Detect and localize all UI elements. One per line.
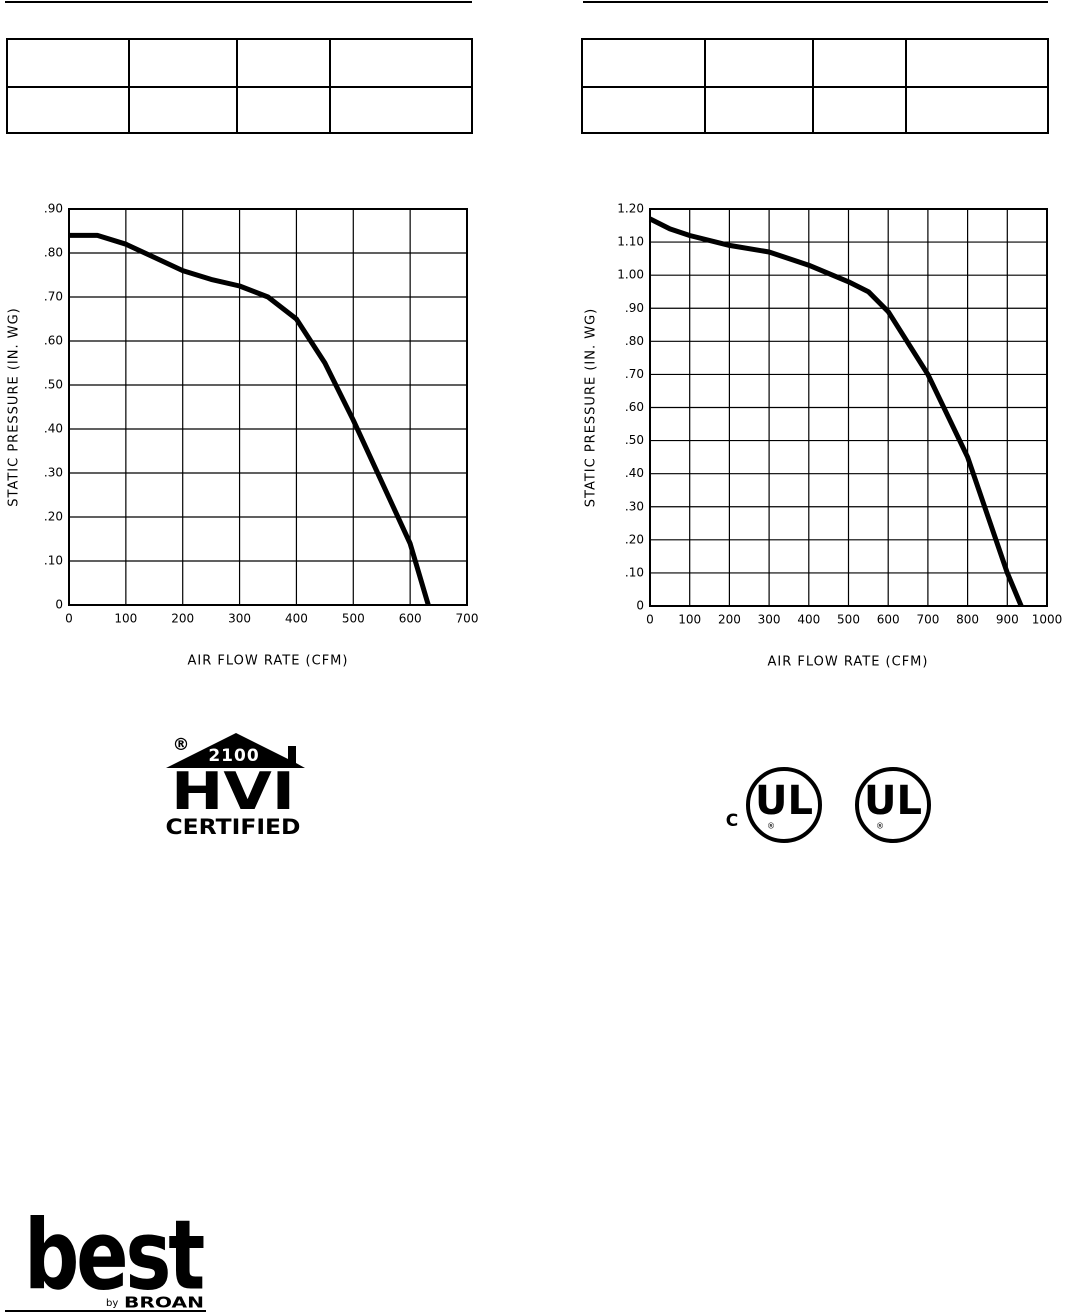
x-axis-title: AIR FLOW RATE (CFM) (188, 654, 349, 669)
ul-prefix: C (726, 811, 738, 831)
x-tick-label: 0 (65, 612, 73, 626)
ul-circle (746, 767, 822, 843)
table (581, 38, 1049, 134)
y-tick-label: .20 (44, 510, 63, 524)
x-tick-label: 900 (996, 613, 1019, 627)
x-tick-label: 400 (285, 612, 308, 626)
registered: ® (173, 735, 190, 755)
y-tick-label: .50 (44, 378, 63, 392)
ul-logos: C UL ® UL ® (726, 767, 931, 843)
brand-by: by (106, 1298, 118, 1309)
y-tick-label: .30 (44, 466, 63, 480)
plot-frame (68, 208, 468, 606)
curve (69, 232, 431, 606)
y-tick-label: .90 (625, 301, 644, 315)
x-axis-title: AIR FLOW RATE (CFM) (768, 655, 929, 670)
brand-maker: BROAN (124, 1294, 204, 1312)
plot-frame (649, 208, 1048, 607)
y-tick-label: .40 (44, 422, 63, 436)
hvi-name: HVI (171, 762, 295, 822)
y-tick-label: 1.20 (617, 202, 644, 216)
x-tick-label: 600 (877, 613, 900, 627)
chart: 0 .10 .20 .30 .40 .50 .60 .70 .80 .90 0 100 200 300 40… (7, 202, 479, 669)
y-tick-label: .20 (625, 532, 644, 546)
x-tick-label: 700 (456, 612, 479, 626)
chart: 0 .10 .20 .30 .40 .50 .60 .70 .80 .90 1.00 1.10 1.20… (584, 202, 1063, 670)
ul-mark: UL (755, 778, 813, 824)
y-tick-label: .10 (44, 554, 63, 568)
x-tick-label: 600 (399, 612, 422, 626)
hvi-label: CERTIFIED (166, 815, 301, 839)
x-tick-label: 700 (916, 613, 939, 627)
hvi-logo: 2100 ® HVI CERTIFIED (166, 733, 305, 839)
brand-name: best (24, 1199, 204, 1311)
x-tick-label: 100 (678, 613, 701, 627)
hvi-number: 2100 (208, 746, 259, 766)
y-tick-label: .80 (625, 334, 644, 348)
y-tick-label: .60 (625, 400, 644, 414)
x-tick-label: 200 (171, 612, 194, 626)
x-tick-label: 500 (342, 612, 365, 626)
x-tick-label: 1000 (1032, 613, 1063, 627)
y-tick-label: .30 (625, 499, 644, 513)
y-tick-label: .70 (625, 367, 644, 381)
y-tick-label: 0 (636, 599, 644, 613)
registered: ® (876, 822, 884, 831)
registered: ® (767, 822, 775, 831)
y-tick-label: .10 (625, 565, 644, 579)
curve (648, 216, 1024, 607)
y-axis-title: STATIC PRESSURE (IN. WG) (584, 308, 599, 507)
y-tick-label: 1.00 (617, 268, 644, 282)
y-tick-label: .80 (44, 246, 63, 260)
x-tick-label: 200 (718, 613, 741, 627)
x-tick-label: 0 (646, 613, 654, 627)
x-tick-label: 800 (956, 613, 979, 627)
x-tick-label: 300 (228, 612, 251, 626)
x-tick-label: 100 (114, 612, 137, 626)
x-tick-label: 300 (758, 613, 781, 627)
y-tick-label: .90 (44, 202, 63, 216)
y-tick-label: .60 (44, 334, 63, 348)
y-tick-label: .50 (625, 433, 644, 447)
y-tick-label: 0 (55, 598, 63, 612)
table (6, 38, 473, 134)
y-tick-label: .70 (44, 290, 63, 304)
y-tick-label: .40 (625, 466, 644, 480)
y-tick-label: 1.10 (617, 235, 644, 249)
ul-mark: UL (864, 778, 922, 824)
ul-circle (855, 767, 931, 843)
y-axis-title: STATIC PRESSURE (IN. WG) (7, 307, 22, 506)
brand-logo: best by BROAN (5, 1199, 208, 1312)
x-tick-label: 400 (797, 613, 820, 627)
x-tick-label: 500 (837, 613, 860, 627)
